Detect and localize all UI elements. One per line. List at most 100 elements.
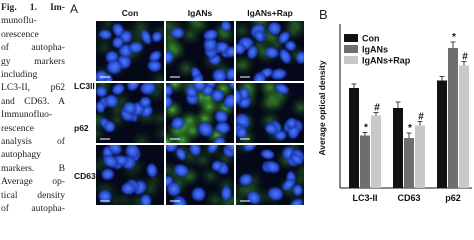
micrograph xyxy=(96,83,164,143)
nucleus xyxy=(166,49,175,65)
significance-label: # xyxy=(462,52,468,63)
nucleus xyxy=(122,101,137,116)
nucleus xyxy=(107,145,123,156)
nucleus xyxy=(220,185,233,202)
error-bar xyxy=(450,41,456,48)
nucleus xyxy=(264,160,281,174)
caption-line: orescence xyxy=(1,28,39,40)
bar xyxy=(393,108,403,188)
micrograph xyxy=(166,21,234,81)
nucleus xyxy=(252,71,267,81)
nucleus xyxy=(211,160,224,172)
nucleus xyxy=(246,44,259,60)
x-tick-label: LC3-II xyxy=(352,193,377,203)
caption-line: including xyxy=(1,69,38,81)
caption-line: and CD63. A xyxy=(1,95,65,107)
caption-line: Fig. 1. Im- xyxy=(1,2,65,13)
nucleus xyxy=(166,94,174,110)
error-bar xyxy=(373,112,379,116)
panel-label: A xyxy=(70,2,78,16)
nucleus xyxy=(191,73,205,81)
nucleus xyxy=(285,117,298,130)
micrograph xyxy=(236,83,304,143)
nucleus xyxy=(278,47,292,65)
nucleus xyxy=(295,50,304,65)
nucleus xyxy=(253,29,265,43)
caption-line: Immunofluo- xyxy=(1,109,53,121)
bar xyxy=(459,65,469,188)
caption-line: tical density xyxy=(1,189,65,201)
nucleus xyxy=(97,188,113,204)
nucleus xyxy=(103,120,117,134)
nucleus xyxy=(246,190,262,205)
nucleus xyxy=(166,181,182,197)
nucleus xyxy=(169,27,186,39)
micrograph xyxy=(166,83,234,143)
nucleus xyxy=(111,35,125,49)
legend-label: IgANs xyxy=(362,45,388,55)
figure-graphics: A B Con IgANs IgANs+RapLC3IIp62CD63Average… xyxy=(70,2,472,205)
cytoplasm-stain xyxy=(281,21,304,34)
bar xyxy=(349,88,359,188)
nucleus xyxy=(214,121,231,135)
nucleus xyxy=(274,83,290,95)
significance-label: # xyxy=(374,103,380,114)
significance-label: # xyxy=(418,112,424,123)
x-tick-label: p62 xyxy=(445,193,461,203)
nucleus xyxy=(96,85,108,98)
bar xyxy=(415,125,425,188)
nucleus xyxy=(139,193,153,205)
nucleus xyxy=(175,147,187,162)
micrograph xyxy=(96,145,164,205)
caption-line: LC3-II, p62 xyxy=(1,82,65,94)
nucleus xyxy=(140,28,153,46)
caption-line: autophagy xyxy=(1,149,41,161)
nucleus xyxy=(267,21,282,36)
nucleus xyxy=(120,181,137,196)
nucleus xyxy=(146,59,163,73)
nucleus xyxy=(197,121,215,138)
figure: Fig. 1. Im-munoflu-orescence of autopha-g… xyxy=(1,1,472,216)
caption-line: of autopha- xyxy=(1,203,65,215)
caption: Fig. 1. Im-munoflu-orescence of autopha-g… xyxy=(1,1,65,216)
micrograph xyxy=(236,145,304,205)
nucleus xyxy=(104,93,120,109)
bar xyxy=(448,48,458,188)
caption-line: markers. B xyxy=(1,162,65,174)
nucleus xyxy=(105,59,123,75)
nucleus xyxy=(228,83,234,90)
significance-label: * xyxy=(408,123,412,134)
bar xyxy=(437,80,447,188)
row-label: p62 xyxy=(74,123,89,133)
caption-line: analysis of xyxy=(1,136,65,148)
nucleus xyxy=(210,88,225,103)
nucleus xyxy=(190,186,207,202)
nucleus xyxy=(138,96,152,109)
nucleus xyxy=(166,84,174,98)
caption-line: rescence xyxy=(1,122,35,134)
nucleus xyxy=(151,31,163,43)
nucleus xyxy=(236,88,243,106)
significance-label: * xyxy=(364,123,368,134)
cytoplasm-stain xyxy=(129,129,154,143)
nucleus xyxy=(259,148,276,160)
error-bar xyxy=(351,83,357,88)
nucleus xyxy=(97,29,113,40)
legend-swatch xyxy=(344,34,358,42)
nucleus xyxy=(211,68,228,81)
error-bar xyxy=(461,61,467,66)
nucleus xyxy=(148,50,163,63)
caption-line: munoflu- xyxy=(1,15,37,27)
cytoplasm-stain xyxy=(288,96,304,119)
nucleus xyxy=(274,129,288,141)
nucleus xyxy=(284,39,297,52)
nucleus xyxy=(266,186,285,202)
error-bar xyxy=(362,132,368,136)
micrograph xyxy=(166,145,234,205)
nucleus xyxy=(236,42,247,56)
row-label: LC3II xyxy=(74,81,95,91)
x-tick-label: CD63 xyxy=(397,193,420,203)
column-label: Con xyxy=(122,8,139,18)
nucleus xyxy=(170,116,186,131)
error-bar xyxy=(439,76,445,81)
